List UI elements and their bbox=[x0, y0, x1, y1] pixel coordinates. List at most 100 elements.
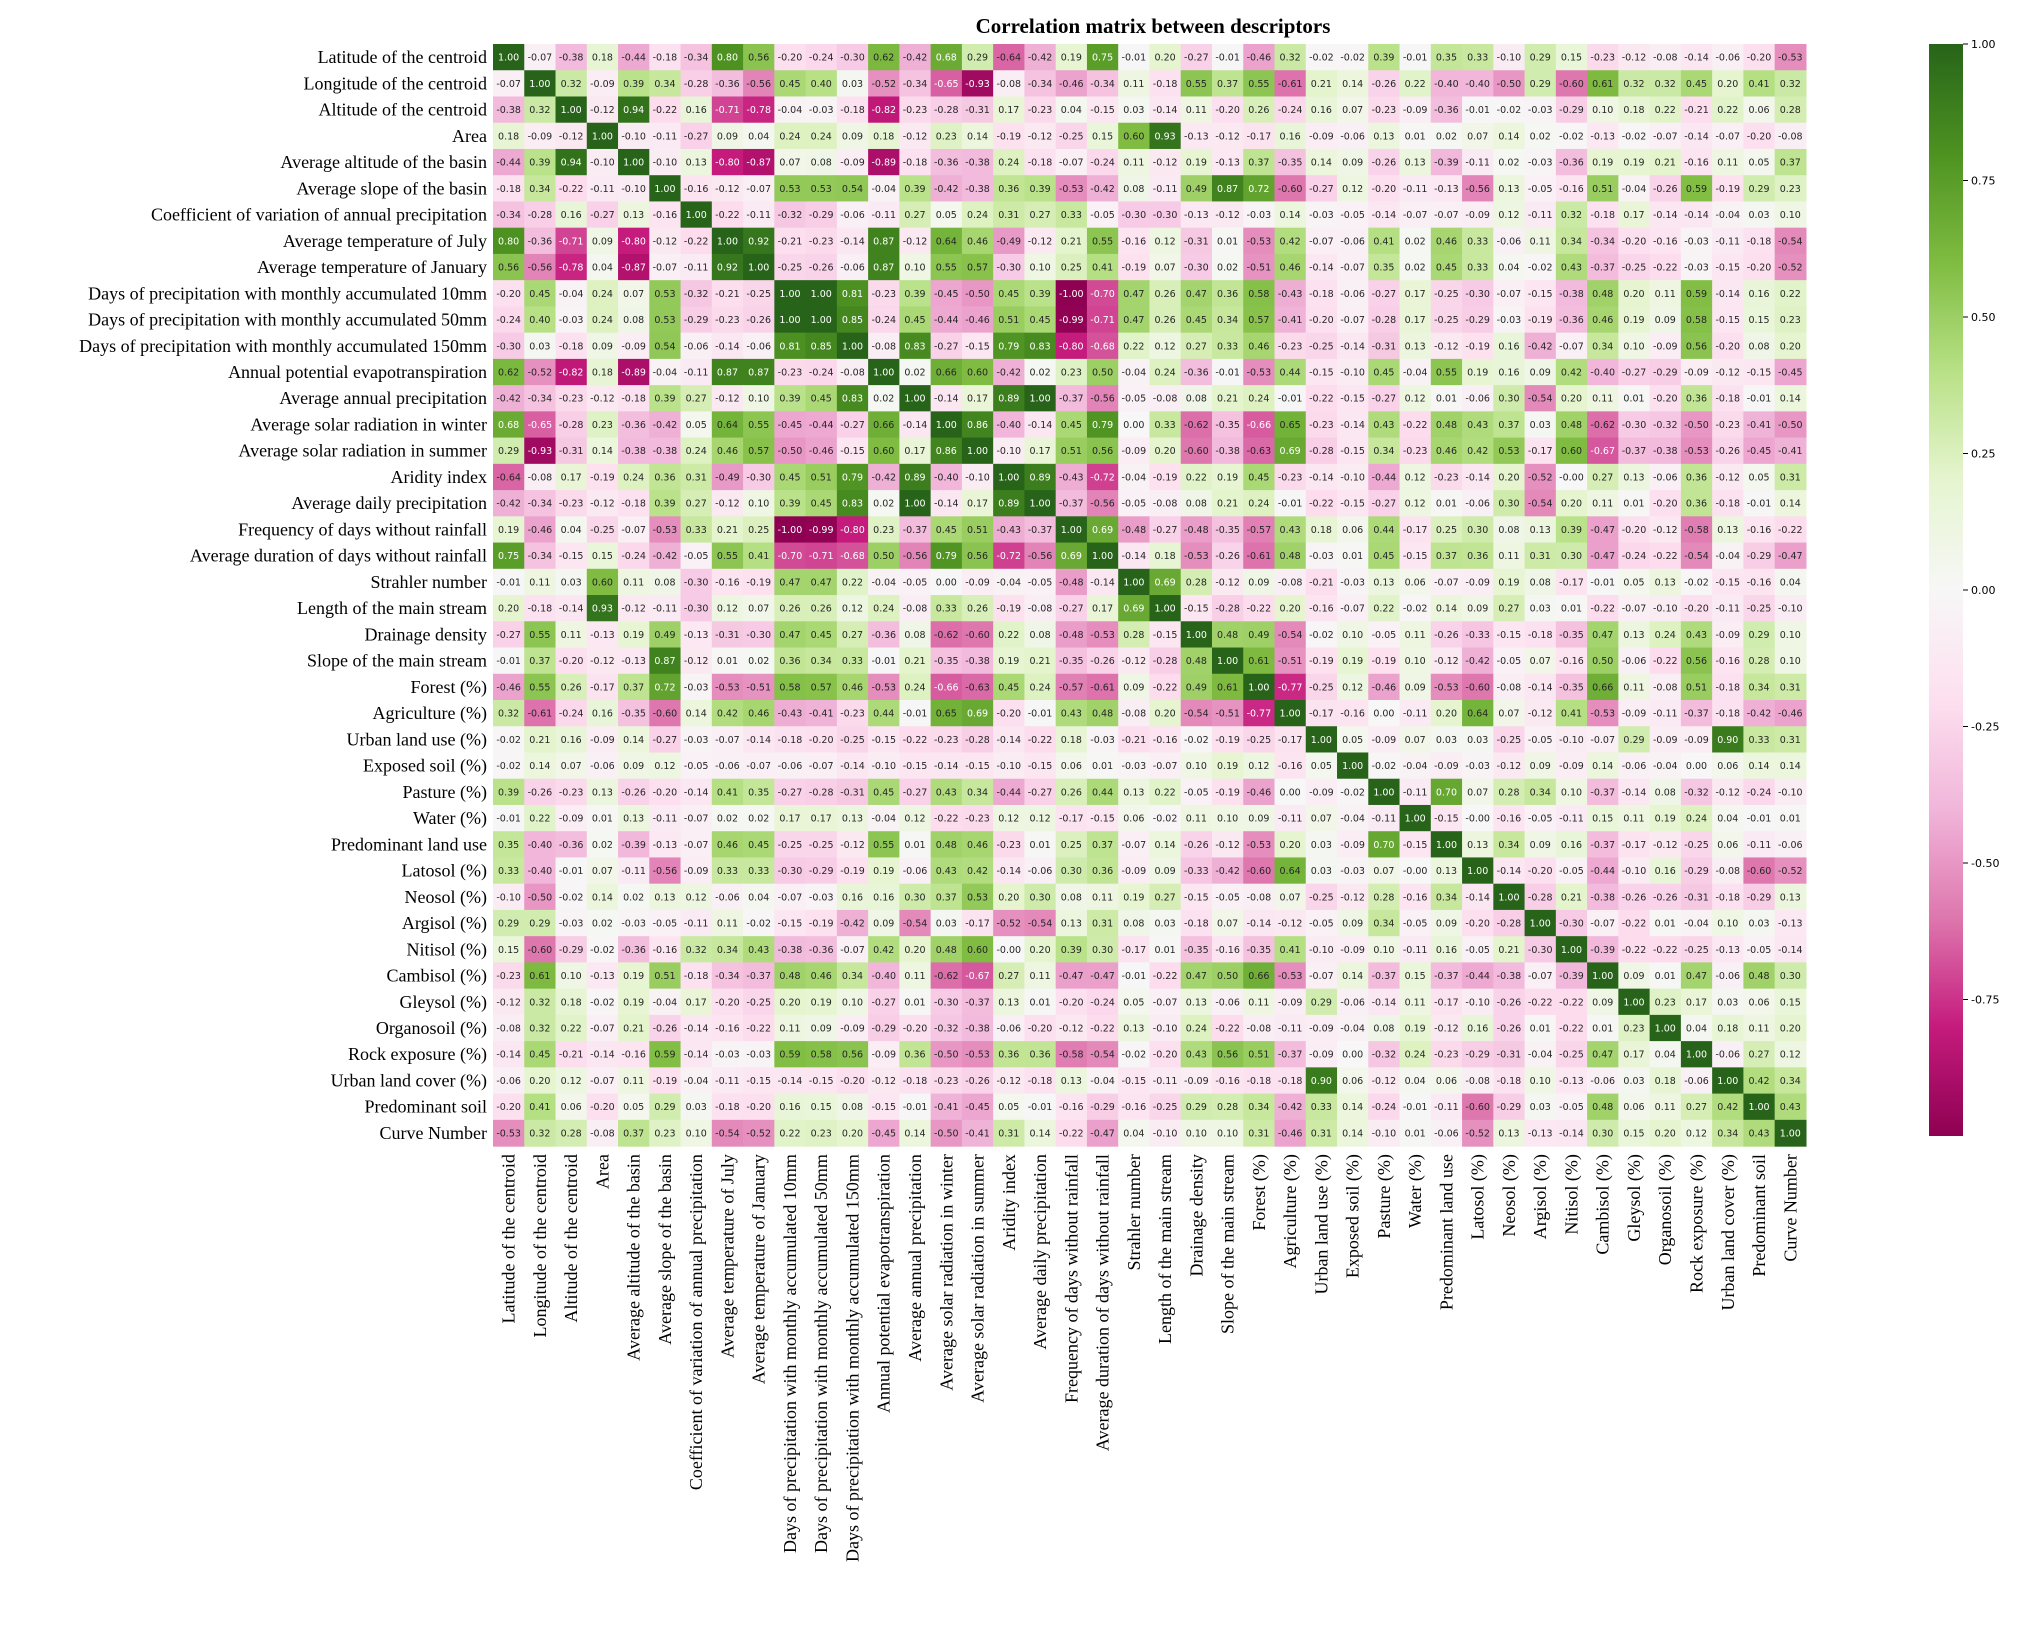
cell-value-label: 0.41 bbox=[1748, 79, 1769, 90]
cell-value-label: 0.03 bbox=[1748, 919, 1769, 930]
cell-value-label: 0.46 bbox=[1592, 315, 1613, 326]
cell-value-label: -0.15 bbox=[965, 761, 990, 772]
cell-value-label: -0.53 bbox=[965, 1050, 990, 1061]
heatmap-cell bbox=[1774, 44, 1807, 71]
cell-value-label: -0.48 bbox=[1122, 525, 1147, 536]
heatmap-cell bbox=[555, 175, 588, 203]
cell-value-label: 0.39 bbox=[654, 499, 675, 510]
cell-value-label: -0.56 bbox=[1090, 394, 1115, 405]
heatmap-cell bbox=[1055, 201, 1088, 229]
cell-value-label: -0.30 bbox=[684, 604, 709, 615]
row-label: Rock exposure (%) bbox=[348, 1044, 487, 1065]
cell-value-label: -0.19 bbox=[746, 577, 771, 588]
column-label: Predominant soil bbox=[1749, 1154, 1769, 1277]
cell-value-label: 0.04 bbox=[1498, 263, 1519, 274]
heatmap-cell bbox=[1024, 201, 1057, 229]
cell-value-label: -0.28 bbox=[809, 787, 834, 798]
cell-value-label: -0.15 bbox=[965, 341, 990, 352]
cell-value-label: -0.11 bbox=[1653, 709, 1678, 720]
cell-value-label: 0.47 bbox=[1123, 289, 1144, 300]
cell-value-label: 0.34 bbox=[717, 945, 738, 956]
cell-value-label: 0.06 bbox=[1342, 1076, 1363, 1087]
cell-value-label: 0.55 bbox=[873, 840, 894, 851]
cell-value-label: 0.15 bbox=[1623, 1128, 1644, 1139]
cell-value-label: 0.13 bbox=[1498, 184, 1519, 195]
cell-value-label: -0.03 bbox=[809, 892, 834, 903]
cell-value-label: 1.00 bbox=[498, 53, 519, 64]
heatmap-cell bbox=[1305, 175, 1338, 203]
cell-value-label: 0.22 bbox=[1780, 289, 1801, 300]
cell-value-label: -0.25 bbox=[746, 997, 771, 1008]
cell-value-label: -0.05 bbox=[1184, 787, 1209, 798]
cell-value-label: -0.30 bbox=[1559, 919, 1584, 930]
cell-value-label: -0.33 bbox=[1184, 866, 1209, 877]
cell-value-label: 0.23 bbox=[1061, 368, 1082, 379]
cell-value-label: 0.44 bbox=[873, 709, 894, 720]
cell-value-label: -0.12 bbox=[1028, 131, 1053, 142]
cell-value-label: -0.16 bbox=[684, 184, 709, 195]
cell-value-label: -0.51 bbox=[746, 682, 771, 693]
cell-value-label: -0.13 bbox=[1590, 131, 1615, 142]
cell-value-label: -0.14 bbox=[590, 1050, 615, 1061]
cell-value-label: 0.32 bbox=[1561, 210, 1582, 221]
cell-value-label: -0.18 bbox=[621, 394, 646, 405]
cell-value-label: 0.25 bbox=[1061, 840, 1082, 851]
heatmap-cell bbox=[618, 70, 650, 98]
cell-value-label: 0.48 bbox=[1280, 551, 1301, 562]
cell-value-label: 1.00 bbox=[1092, 551, 1113, 562]
cell-value-label: -0.22 bbox=[1309, 394, 1334, 405]
cell-value-label: 1.00 bbox=[1061, 525, 1082, 536]
cell-value-label: -0.08 bbox=[1247, 1024, 1272, 1035]
cell-value-label: 0.24 bbox=[1405, 1050, 1426, 1061]
cell-value-label: -0.56 bbox=[746, 79, 771, 90]
cell-value-label: 0.45 bbox=[529, 289, 550, 300]
cell-value-label: 0.19 bbox=[1342, 656, 1363, 667]
heatmap-cell bbox=[836, 148, 869, 176]
cell-value-label: -0.53 bbox=[1778, 53, 1803, 64]
cell-value-label: 0.45 bbox=[1686, 79, 1707, 90]
cell-value-label: -0.20 bbox=[1465, 919, 1490, 930]
cell-value-label: -0.25 bbox=[840, 735, 865, 746]
cell-value-label: 0.23 bbox=[654, 1128, 675, 1139]
cell-value-label: -0.20 bbox=[903, 1024, 928, 1035]
cell-value-label: 0.29 bbox=[1748, 630, 1769, 641]
cell-value-label: 0.48 bbox=[1592, 289, 1613, 300]
cell-value-label: -0.06 bbox=[1465, 394, 1490, 405]
heatmap-cell bbox=[555, 70, 588, 98]
heatmap-cell bbox=[1712, 96, 1744, 124]
cell-value-label: -0.60 bbox=[1247, 866, 1272, 877]
cell-value-label: 0.10 bbox=[686, 1128, 707, 1139]
heatmap-cell bbox=[1555, 96, 1588, 124]
cell-value-label: 1.00 bbox=[1311, 735, 1332, 746]
heatmap-cell bbox=[680, 122, 713, 150]
cell-value-label: 0.11 bbox=[1186, 105, 1207, 116]
cell-value-label: 0.02 bbox=[592, 919, 613, 930]
cell-value-label: -0.20 bbox=[1715, 341, 1740, 352]
cell-value-label: 0.87 bbox=[717, 368, 738, 379]
column-label: Water (%) bbox=[1405, 1154, 1426, 1228]
cell-value-label: -0.37 bbox=[1590, 787, 1615, 798]
cell-value-label: -0.06 bbox=[1340, 236, 1365, 247]
cell-value-label: -0.38 bbox=[965, 184, 990, 195]
cell-value-label: 0.32 bbox=[529, 1128, 550, 1139]
cell-value-label: -0.18 bbox=[1497, 1076, 1522, 1087]
cell-value-label: 0.16 bbox=[561, 735, 582, 746]
cell-value-label: -0.24 bbox=[809, 53, 834, 64]
cell-value-label: -0.18 bbox=[1715, 709, 1740, 720]
heatmap-cell bbox=[993, 44, 1026, 71]
cell-value-label: 0.37 bbox=[1248, 158, 1269, 169]
cell-value-label: 0.16 bbox=[779, 1102, 800, 1113]
cell-value-label: -0.19 bbox=[590, 472, 615, 483]
cell-value-label: 0.33 bbox=[1155, 420, 1176, 431]
cell-value-label: 0.26 bbox=[1248, 105, 1269, 116]
cell-value-label: 0.12 bbox=[1405, 394, 1426, 405]
cell-value-label: -0.27 bbox=[653, 735, 678, 746]
heatmap-cell bbox=[1618, 96, 1651, 124]
cell-value-label: -0.45 bbox=[1747, 446, 1772, 457]
cell-value-label: -0.05 bbox=[1090, 210, 1115, 221]
cell-value-label: 0.19 bbox=[1405, 1024, 1426, 1035]
cell-value-label: -0.06 bbox=[1340, 997, 1365, 1008]
cell-value-label: -0.37 bbox=[903, 525, 928, 536]
heatmap-cell bbox=[1337, 96, 1369, 124]
cell-value-label: -0.52 bbox=[528, 368, 553, 379]
